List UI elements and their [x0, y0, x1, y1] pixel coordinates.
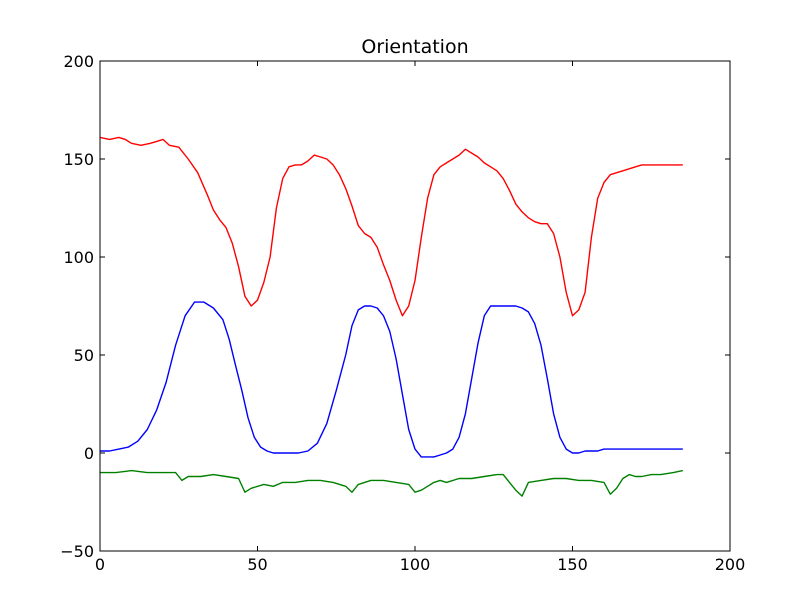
y-tick-label: 100 — [63, 248, 94, 267]
y-tick-label: 200 — [63, 52, 94, 71]
x-tick-label: 100 — [400, 555, 431, 574]
series-line-2 — [100, 301, 683, 458]
y-tick-label: −50 — [60, 542, 94, 561]
x-tick-label: 50 — [247, 555, 267, 574]
chart-title: Orientation — [361, 36, 468, 58]
y-tick-label: 150 — [63, 150, 94, 169]
x-tick-label: 150 — [557, 555, 588, 574]
y-tick-label: 0 — [84, 444, 94, 463]
x-tick-label: 200 — [715, 555, 746, 574]
series-line-1 — [100, 136, 683, 317]
x-tick-label: 0 — [95, 555, 105, 574]
y-tick-label: 50 — [74, 346, 94, 365]
series-line-3 — [100, 469, 683, 497]
plot-area — [100, 136, 683, 497]
